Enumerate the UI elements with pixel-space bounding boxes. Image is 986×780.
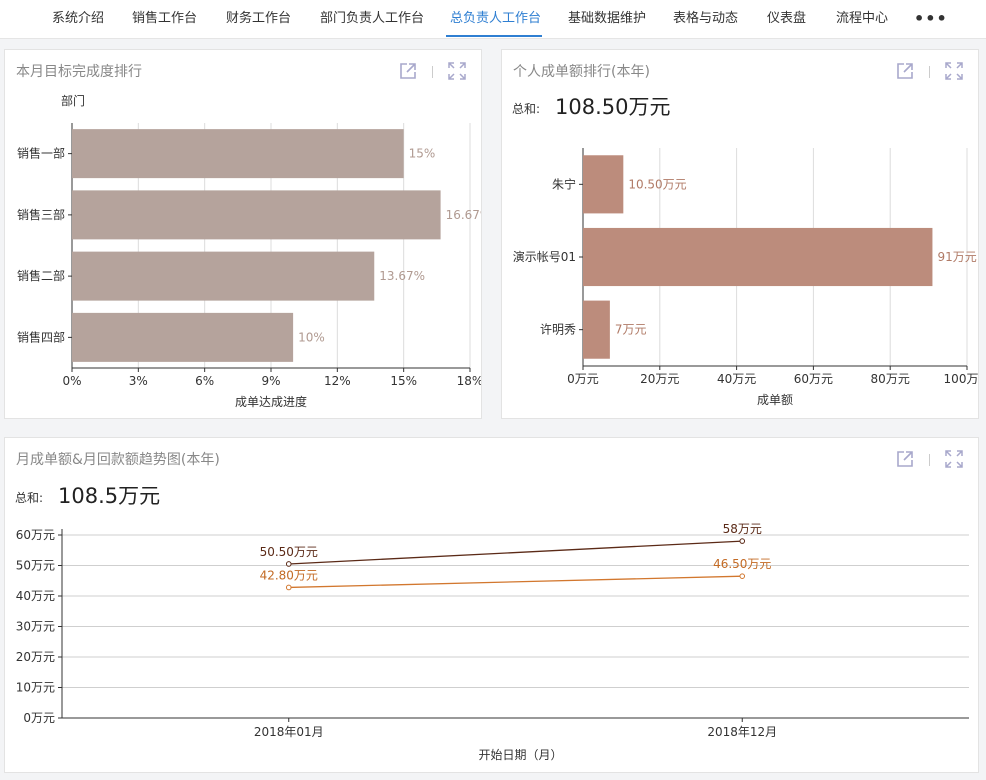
total-label: 总和: (15, 491, 44, 505)
nav-item-process-center[interactable]: 流程中心 (836, 11, 889, 26)
bar (583, 227, 933, 287)
category-label: 许明秀 (540, 323, 576, 337)
category-label: 销售四部 (17, 329, 65, 344)
category-label: 销售二部 (17, 268, 65, 283)
bar (72, 190, 441, 240)
bar-value-label: 91万元 (937, 250, 976, 264)
more-menu-icon[interactable]: ••• (914, 9, 948, 28)
bar-value-label: 10.50万元 (628, 177, 686, 191)
x-tick-label: 2018年01月 (254, 725, 324, 739)
nav-item-basic-data[interactable]: 基础数据维护 (568, 11, 647, 26)
category-label: 销售一部 (17, 146, 65, 161)
bar (72, 251, 375, 301)
x-axis-name: 成单额 (757, 393, 793, 407)
x-axis-name: 开始日期（月） (478, 748, 562, 762)
y-axis-name: 部门 (61, 93, 85, 108)
trend-panel: 月成单额&月回款额趋势图(本年) 总和: 108.5万元 0万元 10万元 20万元… (4, 437, 979, 773)
active-tab-indicator (446, 35, 542, 37)
bar-value-label: 16.67% (446, 208, 481, 222)
y-tick-label: 0万元 (23, 711, 55, 725)
y-tick-label: 50万元 (16, 559, 55, 573)
bar-value-label: 10% (298, 330, 325, 344)
nav-item-tables-dynamics[interactable]: 表格与动态 (673, 11, 739, 26)
x-axis-name: 成单达成进度 (235, 394, 307, 409)
series-line (288, 540, 743, 565)
panel-title: 个人成单额排行(本年) (513, 64, 650, 80)
data-point (285, 561, 292, 567)
nav-item-general-head-workbench[interactable]: 总负责人工作台 (450, 11, 542, 26)
data-point (739, 573, 746, 579)
nav-item-sales-workbench[interactable]: 销售工作台 (132, 11, 198, 26)
x-tick-label: 100万元 (944, 372, 978, 386)
category-label: 朱宁 (552, 176, 576, 191)
bar (72, 129, 404, 179)
bar (583, 155, 624, 214)
panel-title: 本月目标完成度排行 (16, 64, 142, 80)
total-value: 108.50万元 (555, 95, 671, 119)
fullscreen-icon[interactable] (447, 61, 467, 81)
x-tick-label: 9% (261, 374, 280, 388)
bar (72, 312, 294, 362)
x-tick-label: 0万元 (567, 372, 599, 386)
x-tick-label: 60万元 (794, 372, 833, 386)
data-label: 50.50万元 (260, 545, 318, 559)
data-label: 46.50万元 (713, 557, 771, 571)
y-tick-label: 40万元 (16, 589, 55, 603)
x-tick-label: 80万元 (871, 372, 910, 386)
top-navigation: 系统介绍 销售工作台 财务工作台 部门负责人工作台 总负责人工作台 基础数据维护… (0, 0, 986, 39)
x-tick-label: 15% (390, 374, 417, 388)
trend-chart: 0万元 10万元 20万元 30万元 40万元 50万元 60万元 2018年01月 2018年… (16, 522, 969, 762)
personal-rank-panel: 个人成单额排行(本年) 总和: 108.50万元 0万元 20万元 40万元 60万元… (501, 49, 979, 419)
x-tick-label: 6% (195, 374, 214, 388)
nav-item-dept-head-workbench[interactable]: 部门负责人工作台 (320, 11, 425, 26)
y-tick-label: 60万元 (16, 528, 55, 542)
external-link-icon[interactable] (895, 61, 915, 81)
category-label: 演示帐号01 (513, 249, 576, 264)
y-tick-label: 10万元 (16, 681, 55, 695)
nav-item-finance-workbench[interactable]: 财务工作台 (226, 11, 292, 26)
x-tick-label: 18% (457, 374, 481, 388)
external-link-icon[interactable] (895, 449, 915, 469)
dept-rank-panel: 本月目标完成度排行 0% 3% 6% 9% 12% 15% 18% 销售一部 15% 销售三部 16… (4, 49, 482, 419)
data-label: 42.80万元 (260, 568, 318, 582)
fullscreen-icon[interactable] (944, 61, 964, 81)
bar-value-label: 7万元 (615, 323, 647, 337)
nav-item-system-intro[interactable]: 系统介绍 (52, 11, 105, 26)
x-tick-label: 40万元 (717, 372, 756, 386)
bar (583, 300, 610, 359)
fullscreen-icon[interactable] (944, 449, 964, 469)
bar-value-label: 15% (409, 147, 436, 161)
y-tick-label: 30万元 (16, 620, 55, 634)
y-tick-label: 20万元 (16, 650, 55, 664)
total-value: 108.5万元 (58, 484, 161, 508)
x-tick-label: 3% (129, 374, 148, 388)
external-link-icon[interactable] (398, 61, 418, 81)
dept-rank-chart: 0% 3% 6% 9% 12% 15% 18% 销售一部 15% 销售三部 16.67% 销售二部 13… (17, 93, 481, 409)
category-label: 销售三部 (17, 207, 65, 222)
x-tick-label: 12% (324, 374, 351, 388)
bar-value-label: 13.67% (379, 269, 425, 283)
x-tick-label: 2018年12月 (707, 725, 777, 739)
series-line (288, 575, 743, 589)
data-point (739, 538, 746, 544)
data-label: 58万元 (723, 522, 762, 536)
x-tick-label: 20万元 (640, 372, 679, 386)
x-tick-label: 0% (62, 374, 81, 388)
nav-item-dashboard[interactable]: 仪表盘 (767, 11, 807, 26)
panel-title: 月成单额&月回款额趋势图(本年) (16, 452, 220, 468)
data-point (285, 584, 292, 591)
total-label: 总和: (512, 102, 541, 116)
